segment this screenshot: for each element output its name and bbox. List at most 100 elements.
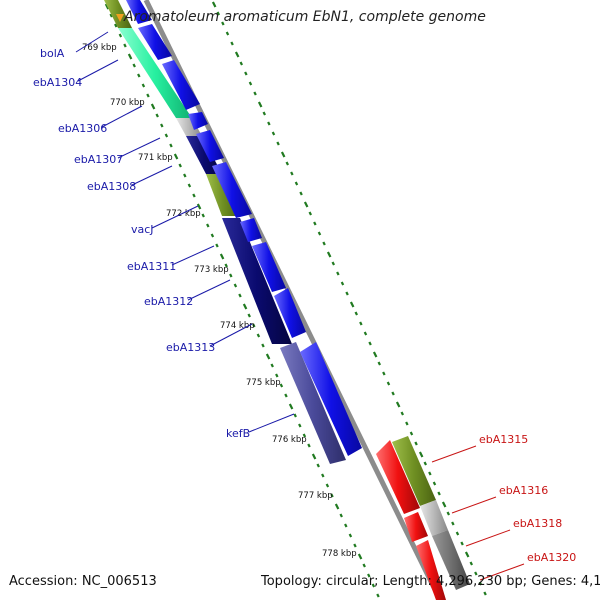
tick-mark: [313, 221, 317, 226]
gene-label-ebA1313[interactable]: ebA1313: [166, 341, 215, 354]
tick-mark: [339, 513, 343, 518]
inner-tick-ring: [104, 3, 380, 598]
label-leader-line: [131, 165, 173, 186]
tick-mark: [160, 123, 164, 128]
tick-mark: [164, 133, 169, 138]
tick-mark: [414, 441, 418, 446]
gene-red-3[interactable]: [416, 540, 446, 600]
tick-mark: [123, 43, 127, 48]
gene-label-bolA[interactable]: bolA: [40, 47, 65, 60]
gene-label-kefB[interactable]: kefB: [226, 427, 250, 440]
topology-text: Topology: circular; Length: 4,296,230 bp…: [261, 574, 600, 589]
tick-mark: [230, 41, 234, 46]
gene-arrow-7[interactable]: [252, 242, 286, 292]
gene-label-ebA1308[interactable]: ebA1308: [87, 180, 136, 193]
tick-mark: [284, 393, 288, 398]
kbp-tick-label: 772 kbp: [166, 209, 201, 219]
tick-mark: [334, 503, 340, 510]
tick-mark: [219, 253, 225, 260]
gene-arrow-6[interactable]: [240, 218, 262, 242]
gene-label-ebA1318[interactable]: ebA1318: [513, 517, 562, 530]
label-leader-line: [451, 496, 497, 514]
gene-label-ebA1320[interactable]: ebA1320: [527, 551, 576, 564]
tick-mark: [400, 411, 405, 416]
gene-label-vacJ[interactable]: vacJ: [131, 223, 154, 236]
tick-mark: [348, 533, 353, 538]
tick-mark: [211, 1, 217, 8]
gene-arrow-1[interactable]: [138, 24, 172, 60]
gene-label-ebA1316[interactable]: ebA1316: [499, 484, 548, 497]
tick-mark: [187, 183, 192, 188]
gene-arrow-2[interactable]: [162, 60, 200, 110]
tick-mark: [460, 541, 464, 546]
gene-ebA1315[interactable]: [392, 436, 436, 506]
tick-mark: [239, 61, 244, 66]
tick-mark: [247, 313, 251, 318]
label-leader-line: [248, 413, 295, 433]
label-leader-line: [209, 323, 253, 347]
tick-mark: [169, 143, 173, 148]
gene-arrow-5[interactable]: [212, 162, 252, 218]
tick-mark: [132, 63, 136, 68]
kbp-tick-label: 770 kbp: [110, 98, 145, 108]
tick-mark: [382, 371, 386, 376]
tick-mark: [330, 493, 334, 498]
label-leader-line: [77, 59, 119, 82]
tick-mark: [336, 271, 340, 276]
tick-mark: [317, 231, 322, 236]
tick-mark: [192, 193, 196, 198]
gene-red-2[interactable]: [404, 512, 428, 542]
tick-mark: [303, 201, 309, 208]
gene-ebA1304-arrow[interactable]: [126, 0, 152, 24]
gene-label-ebA1311[interactable]: ebA1311: [127, 260, 176, 273]
gene-ebA1306[interactable]: [176, 118, 202, 136]
gene-ebA1318[interactable]: [432, 530, 470, 590]
tick-mark: [206, 223, 210, 228]
tick-mark: [127, 53, 133, 60]
kbp-tick-label: 774 kbp: [220, 321, 255, 331]
tick-mark: [267, 121, 271, 126]
accession-text: Accession: NC_006513: [9, 574, 157, 589]
gene-kefB[interactable]: [280, 342, 346, 464]
tick-mark: [262, 111, 267, 116]
origin-marker: [116, 14, 124, 22]
gene-arrow-3[interactable]: [188, 112, 208, 130]
tick-mark: [201, 213, 205, 218]
tick-mark: [367, 573, 371, 578]
tick-mark: [280, 151, 286, 158]
tick-mark: [216, 11, 221, 16]
tick-mark: [196, 203, 202, 210]
tick-mark: [441, 501, 447, 508]
gene-label-ebA1304[interactable]: ebA1304: [33, 76, 82, 89]
tick-mark: [437, 491, 441, 496]
gene-label-ebA1315[interactable]: ebA1315: [479, 433, 528, 446]
tick-mark: [242, 303, 248, 310]
tick-mark: [294, 181, 299, 186]
gene-ebA1304[interactable]: [118, 28, 192, 118]
kbp-tick-label: 773 kbp: [194, 265, 229, 275]
kbp-tick-label: 777 kbp: [298, 491, 333, 501]
gene-label-ebA1312[interactable]: ebA1312: [144, 295, 193, 308]
gene-label-ebA1307[interactable]: ebA1307: [74, 153, 123, 166]
gene-ebA1307[interactable]: [186, 136, 222, 174]
tick-mark: [464, 551, 470, 558]
gene-ebA1311[interactable]: [222, 218, 292, 344]
tick-mark: [478, 581, 483, 586]
tick-mark: [376, 593, 380, 598]
gene-arrow-9[interactable]: [300, 342, 362, 456]
gene-ebA1316[interactable]: [420, 500, 448, 536]
tick-mark: [146, 93, 150, 98]
tick-mark: [432, 481, 437, 486]
gene-arrow-4[interactable]: [196, 130, 224, 162]
tick-mark: [137, 73, 141, 78]
gene-label-ebA1306[interactable]: ebA1306: [58, 122, 107, 135]
tick-mark: [173, 153, 179, 160]
tick-mark: [275, 373, 279, 378]
tick-mark: [290, 171, 294, 176]
gene-red-1[interactable]: [376, 440, 420, 514]
gene-arrow-8[interactable]: [274, 288, 306, 338]
tick-mark: [326, 251, 332, 258]
tick-mark: [483, 591, 487, 596]
outer-tick-ring: [211, 1, 487, 596]
tick-mark: [386, 381, 391, 386]
